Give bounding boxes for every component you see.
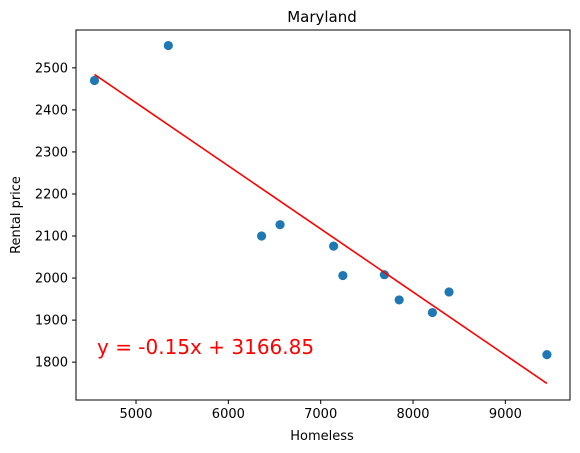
data-point-8 xyxy=(394,295,404,305)
y-tick-label-2500: 2500 xyxy=(35,61,68,76)
y-tick-label-2300: 2300 xyxy=(35,145,68,160)
data-point-4 xyxy=(275,220,285,230)
data-point-7 xyxy=(379,270,390,280)
data-point-2 xyxy=(163,40,173,51)
plot-frame xyxy=(75,29,571,401)
data-point-11 xyxy=(542,349,552,360)
y-tick-label-2200: 2200 xyxy=(35,187,68,202)
chart-title: Maryland xyxy=(287,8,357,26)
y-tick-label-2000: 2000 xyxy=(35,272,68,287)
x-axis-label: Homeless xyxy=(290,429,354,444)
y-tick-label-2100: 2100 xyxy=(35,230,68,245)
x-tick-label-8000: 8000 xyxy=(396,407,429,422)
y-tick-label-1900: 1900 xyxy=(35,314,68,329)
data-point-3 xyxy=(256,231,267,241)
data-point-9 xyxy=(427,307,438,318)
data-point-1 xyxy=(89,75,100,86)
data-point-5 xyxy=(329,241,339,251)
x-tick-label-5000: 5000 xyxy=(119,407,152,422)
data-point-6 xyxy=(338,270,348,281)
y-axis-label: Rental price xyxy=(9,176,24,254)
y-tick-label-1800: 1800 xyxy=(35,356,68,371)
x-tick-label-9000: 9000 xyxy=(489,407,522,422)
x-tick-label-7000: 7000 xyxy=(304,407,337,422)
data-point-10 xyxy=(444,287,454,297)
x-tick-label-6000: 6000 xyxy=(212,407,245,422)
regression-line xyxy=(94,73,548,385)
regression-equation: y = -0.15x + 3166.85 xyxy=(97,335,314,359)
y-tick-label-2400: 2400 xyxy=(35,103,68,118)
